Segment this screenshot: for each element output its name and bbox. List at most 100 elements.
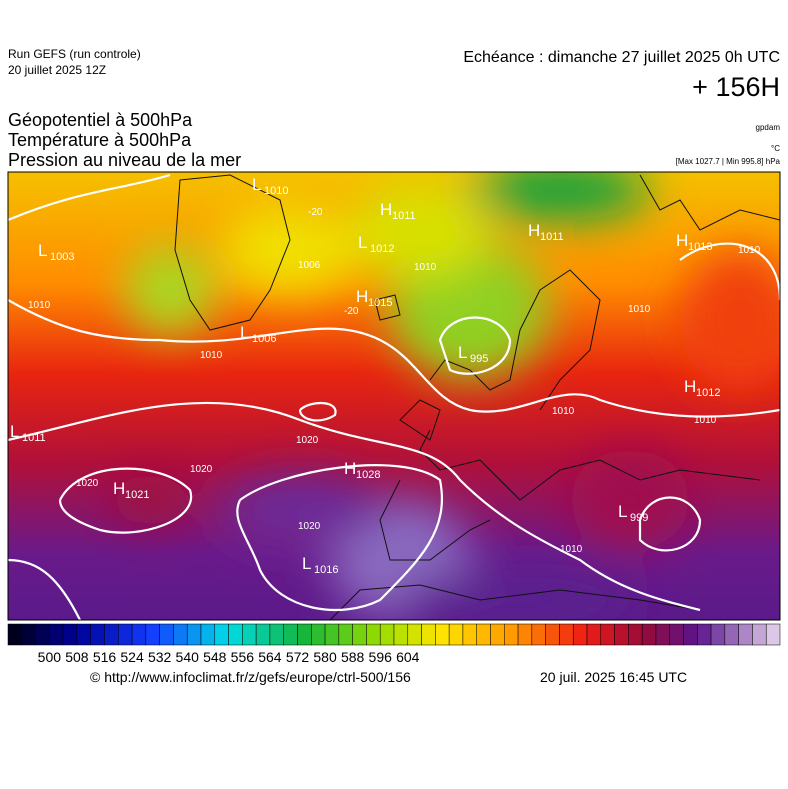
isobar-label: 1020 (298, 521, 321, 532)
colorbar-swatch (462, 623, 477, 646)
colorbar-swatch (752, 623, 767, 646)
colorbar-swatch (7, 623, 23, 646)
pressure-center-value: 1006 (252, 333, 276, 345)
colorbar-tick-label: 588 (341, 649, 365, 665)
colorbar-swatch (366, 623, 381, 646)
field-2: Température à 500hPa (8, 130, 192, 150)
colorbar-swatch (104, 623, 119, 646)
colorbar-swatch (738, 623, 753, 646)
colorbar-swatch (186, 623, 202, 646)
colorbar-swatch (35, 623, 50, 646)
isobar-label: -20 (344, 306, 359, 317)
colorbar-swatch (407, 623, 422, 646)
isobar-label: 1010 (694, 415, 717, 426)
pressure-center-type: L (38, 241, 47, 260)
colorbar: 500 508 516 524 532 540 548 556 564 572 580 588 596 6… (7, 623, 781, 665)
generated-time: 20 juil. 2025 16:45 UTC (540, 669, 687, 685)
colorbar-swatch (145, 623, 160, 646)
colorbar-swatch (710, 623, 726, 646)
isobar-label: 1020 (190, 464, 213, 475)
colorbar-swatch (214, 623, 229, 646)
colorbar-tick-label: 540 (176, 649, 200, 665)
colorbar-swatch (448, 623, 464, 646)
pressure-center-value: 1012 (696, 387, 720, 399)
pressure-center-value: 995 (470, 353, 488, 365)
colorbar-swatch (297, 623, 312, 646)
run-name: Run GEFS (run controle) (8, 47, 141, 61)
isobar-label: -20 (308, 207, 323, 218)
colorbar-swatch (697, 623, 712, 646)
isobar-label: 1020 (296, 435, 319, 446)
pressure-center-type: L (240, 323, 249, 342)
colorbar-swatch (159, 623, 174, 646)
isobar-label: 1010 (552, 406, 575, 417)
colorbar-tick-label: 500 (38, 649, 62, 665)
colorbar-swatch (242, 623, 257, 646)
colorbar-tick-label: 572 (286, 649, 310, 665)
colorbar-swatch (21, 623, 36, 646)
colorbar-swatch (669, 623, 684, 646)
pressure-center-value: 1010 (264, 185, 288, 197)
colorbar-swatch (283, 623, 298, 646)
colorbar-swatch (49, 623, 64, 646)
colorbar-swatch (324, 623, 340, 646)
colorbar-swatch (765, 623, 781, 646)
run-date: 20 juillet 2025 12Z (8, 63, 106, 77)
colorbar-tick-label: 548 (203, 649, 227, 665)
pressure-center-value: 1013 (688, 241, 712, 253)
isobar-label: 1010 (28, 300, 51, 311)
pressure-center-value: 1015 (368, 297, 392, 309)
pressure-range: [Max 1027.7 | Min 995.8] hPa (676, 157, 781, 166)
map-frame (7, 171, 781, 621)
pressure-center-value: 1021 (125, 489, 149, 501)
colorbar-swatch (600, 623, 615, 646)
colorbar-tick-label: 580 (313, 649, 337, 665)
colorbar-swatch (628, 623, 643, 646)
colorbar-swatch (131, 623, 147, 646)
colorbar-swatch (724, 623, 739, 646)
colorbar-tick-label: 516 (93, 649, 117, 665)
field-3: Pression au niveau de la mer (8, 150, 241, 170)
forecast-time: Echéance : dimanche 27 juillet 2025 0h U… (463, 49, 780, 66)
colorbar-swatch (311, 623, 326, 646)
unit-geopotential: gpdam (756, 123, 781, 132)
colorbar-swatch (586, 623, 602, 646)
pressure-center-type: H (113, 479, 125, 498)
lead-time: + 156H (692, 72, 780, 102)
colorbar-swatch (90, 623, 105, 646)
colorbar-swatch (352, 623, 367, 646)
pressure-center-type: L (302, 554, 311, 573)
colorbar-swatch (118, 623, 133, 646)
isobar-label: 1006 (298, 260, 321, 271)
colorbar-swatch (76, 623, 91, 646)
pressure-center-type: H (356, 287, 368, 306)
pressure-center-type: L (618, 502, 627, 521)
pressure-center-value: 1016 (314, 564, 338, 576)
isobar-label: 1010 (738, 245, 761, 256)
colorbar-swatch (200, 623, 216, 646)
pressure-center-type: H (676, 231, 688, 250)
colorbar-swatch (531, 623, 546, 646)
pressure-center-value: 1011 (392, 210, 416, 222)
field-1: Géopotentiel à 500hPa (8, 110, 193, 130)
colorbar-tick-label: 604 (396, 649, 420, 665)
colorbar-tick-label: 564 (258, 649, 282, 665)
colorbar-tick-label: 596 (369, 649, 393, 665)
colorbar-swatch (379, 623, 395, 646)
colorbar-swatch (173, 623, 188, 646)
colorbar-swatch (490, 623, 505, 646)
pressure-center-type: H (684, 377, 696, 396)
pressure-center-type: H (528, 221, 540, 240)
pressure-center-value: 1011 (540, 231, 564, 243)
colorbar-swatch (545, 623, 560, 646)
colorbar-tick-label: 532 (148, 649, 172, 665)
pressure-center-type: L (358, 233, 367, 252)
colorbar-swatch (476, 623, 491, 646)
isobar-label: 1010 (200, 350, 223, 361)
pressure-center-value: 999 (630, 512, 648, 524)
coastlines (174, 174, 780, 620)
